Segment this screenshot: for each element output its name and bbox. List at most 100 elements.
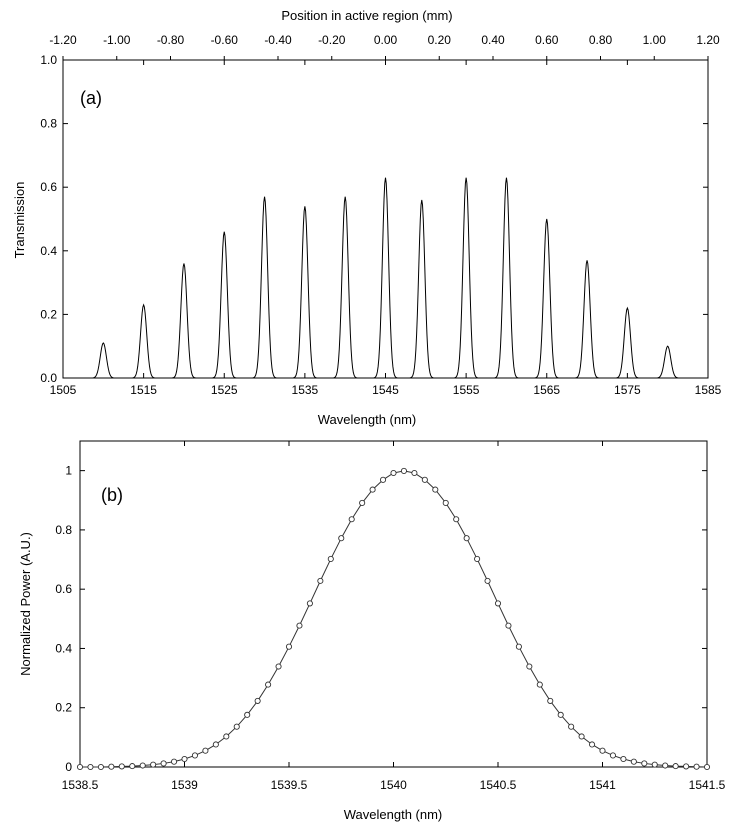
transmission-peak-1 — [85, 342, 122, 379]
power-curve-point — [421, 476, 428, 483]
panel-b-x-tick-label: 1541.5 — [689, 778, 726, 792]
panel-a-x-tick-label: 1525 — [211, 383, 238, 397]
panel-b-y-tick-label: 0.2 — [55, 701, 72, 715]
panel-b-label: (b) — [101, 485, 123, 505]
power-curve-point — [515, 643, 522, 650]
power-curve-point — [620, 755, 627, 763]
power-curve-point — [338, 535, 345, 542]
power-curve-point — [118, 763, 125, 770]
power-curve-point — [369, 486, 376, 493]
panel-a-x-axis-title: Wavelength (nm) — [318, 412, 417, 427]
panel-a-y-axis-title: Transmission — [12, 182, 27, 259]
power-curve-point — [578, 733, 585, 740]
panel-a-x-tick-label: 1565 — [533, 383, 560, 397]
power-curve-point — [505, 622, 512, 629]
panel-b-x-tick-label: 1539.5 — [271, 778, 308, 792]
panel-a-x2-tick-label: -0.80 — [157, 33, 185, 47]
panel-a-x-tick-label: 1585 — [695, 383, 722, 397]
panel-a: 1505 1515 1525 1535 1545 1555 1565 1575 1585 -1.2… — [12, 8, 722, 427]
panel-b-y-tick-label: 0.4 — [55, 641, 72, 655]
panel-a-x2-tick-label: -0.40 — [264, 33, 292, 47]
power-curve-point — [672, 763, 679, 770]
transmission-peak-10 — [448, 177, 484, 379]
panel-a-x2-tick-label: 0.40 — [481, 33, 505, 47]
power-curve-point — [453, 516, 460, 523]
panel-b-y-tick-label: 0.8 — [55, 523, 72, 537]
power-curve-point — [285, 643, 293, 650]
power-curve-point — [244, 711, 251, 718]
panel-b-marks — [76, 467, 711, 771]
power-curve-point — [191, 752, 198, 759]
panel-a-x-tick-label: 1505 — [50, 383, 77, 397]
transmission-peak-13 — [569, 260, 605, 379]
power-curve-point — [484, 577, 491, 584]
panel-a-x2-tick-label: -0.60 — [211, 33, 239, 47]
transmission-peak-8 — [367, 177, 404, 379]
power-curve-point — [108, 763, 115, 770]
transmission-peak-7 — [327, 196, 363, 379]
power-curve-point — [254, 697, 261, 704]
panel-a-x-tick-label: 1575 — [614, 383, 641, 397]
power-curve-point — [568, 723, 575, 730]
panel-b-x-tick-label: 1541 — [589, 778, 616, 792]
panel-b-x-tick-label: 1540.5 — [480, 778, 517, 792]
power-curve-point — [432, 486, 439, 493]
power-curve-point — [170, 758, 178, 765]
power-curve-line — [80, 470, 708, 768]
power-curve-point — [275, 663, 282, 670]
panel-a-x2-tick-label: 0.20 — [428, 33, 452, 47]
panel-b-x-axis-title: Wavelength (nm) — [344, 807, 443, 822]
power-curve-point — [306, 600, 313, 607]
power-curve-point — [296, 622, 303, 629]
panel-b: 1538.5 1539 1539.5 1540 1540.5 1541 1541.5 0 0.2… — [18, 440, 726, 822]
power-curve-point — [474, 555, 481, 563]
panel-a-x2-tick-label: 0.80 — [589, 33, 613, 47]
panel-b-ticks — [79, 441, 708, 768]
transmission-peak-6 — [287, 206, 323, 379]
panel-a-x2-tick-label: 1.00 — [643, 33, 667, 47]
panel-a-y-tick-label: 0.4 — [40, 244, 57, 258]
panel-a-frame — [62, 59, 709, 379]
power-curve-point — [160, 760, 167, 767]
panel-a-y-tick-label: 0.6 — [40, 180, 57, 194]
panel-a-label: (a) — [80, 88, 102, 108]
power-curve-point — [589, 741, 596, 748]
panel-a-y-tick-label: 1.0 — [40, 53, 57, 67]
power-curve-point — [317, 577, 324, 584]
power-curve-point — [651, 761, 658, 768]
panel-b-y-tick-label: 0 — [65, 760, 72, 774]
power-curve-point — [599, 747, 606, 754]
panel-a-ticks — [62, 56, 709, 379]
power-curve-point — [87, 763, 94, 771]
power-curve-point — [609, 752, 617, 759]
power-curve-point — [139, 762, 146, 769]
power-curve-point — [703, 763, 711, 771]
transmission-peak-14 — [609, 306, 646, 379]
panel-b-x-tick-label: 1540 — [380, 778, 407, 792]
power-curve-point — [630, 758, 637, 765]
transmission-peak-4 — [206, 231, 242, 379]
panel-b-x-tick-label: 1539 — [171, 778, 198, 792]
transmission-peak-9 — [404, 199, 440, 379]
panel-a-x-tick-label: 1555 — [453, 383, 480, 397]
power-curve-point — [411, 469, 418, 477]
panel-b-y-axis-title: Normalized Power (A.U.) — [18, 532, 33, 676]
power-curve-point — [223, 733, 230, 740]
panel-a-x2-tick-label: 0.00 — [374, 33, 398, 47]
panel-b-y-tick-label: 1 — [65, 464, 72, 478]
power-curve-point — [442, 499, 449, 506]
power-curve-point — [233, 723, 240, 730]
panel-a-y-tick-label: 0.0 — [40, 371, 57, 385]
power-curve-point — [348, 516, 355, 523]
panel-a-x2-tick-label: 0.60 — [535, 33, 559, 47]
panel-b-x-tick-label: 1538.5 — [62, 778, 99, 792]
power-curve-point — [693, 763, 700, 770]
transmission-peak-15 — [649, 345, 686, 379]
power-curve-point — [683, 763, 690, 770]
panel-a-x2-tick-label: -1.00 — [103, 33, 131, 47]
power-curve-point — [76, 763, 84, 771]
panel-b-y-tick-label: 0.6 — [55, 582, 72, 596]
power-curve-point — [557, 711, 564, 718]
power-curve-point — [265, 681, 272, 688]
transmission-peak-5 — [246, 196, 283, 379]
